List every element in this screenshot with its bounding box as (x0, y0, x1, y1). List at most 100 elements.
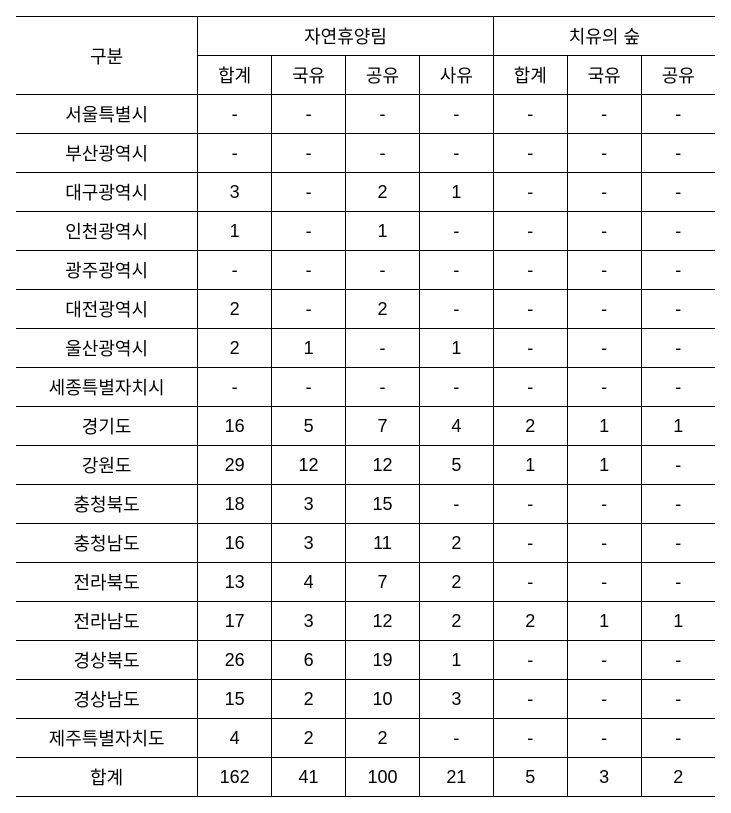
subheader-6: 공유 (641, 56, 715, 95)
subheader-3: 사유 (419, 56, 493, 95)
cell: 2 (198, 329, 272, 368)
cell: - (198, 134, 272, 173)
table-row: 충청북도18315---- (16, 485, 715, 524)
cell: - (198, 95, 272, 134)
cell: 12 (272, 446, 346, 485)
cell: 2 (493, 602, 567, 641)
cell: - (567, 641, 641, 680)
cell: - (346, 329, 420, 368)
cell: 1 (567, 446, 641, 485)
cell: - (198, 368, 272, 407)
cell: - (641, 641, 715, 680)
cell: 2 (641, 758, 715, 797)
cell: - (419, 290, 493, 329)
cell: - (272, 251, 346, 290)
row-label: 대전광역시 (16, 290, 198, 329)
cell: - (493, 563, 567, 602)
cell: - (641, 680, 715, 719)
cell: 4 (198, 719, 272, 758)
cell: - (641, 134, 715, 173)
cell: - (641, 173, 715, 212)
cell: 1 (567, 602, 641, 641)
cell: - (493, 641, 567, 680)
cell: - (567, 251, 641, 290)
cell: - (198, 251, 272, 290)
cell: 1 (419, 173, 493, 212)
cell: - (493, 290, 567, 329)
forest-types-table: 구분 자연휴양림 치유의 숲 합계 국유 공유 사유 합계 국유 공유 서울특별… (16, 16, 715, 797)
subheader-0: 합계 (198, 56, 272, 95)
cell: - (419, 719, 493, 758)
cell: - (567, 329, 641, 368)
cell: - (493, 368, 567, 407)
cell: - (272, 290, 346, 329)
cell: 2 (272, 680, 346, 719)
subheader-4: 합계 (493, 56, 567, 95)
cell: 1 (198, 212, 272, 251)
cell: 162 (198, 758, 272, 797)
cell: - (272, 212, 346, 251)
cell: - (641, 290, 715, 329)
cell: 5 (272, 407, 346, 446)
cell: 3 (419, 680, 493, 719)
cell: 3 (198, 173, 272, 212)
cell: - (493, 173, 567, 212)
cell: 3 (272, 524, 346, 563)
cell: - (493, 212, 567, 251)
header-group-2: 치유의 숲 (493, 17, 715, 56)
cell: 15 (346, 485, 420, 524)
table-row: 대전광역시2-2---- (16, 290, 715, 329)
cell: - (272, 173, 346, 212)
cell: 2 (198, 290, 272, 329)
cell: 2 (493, 407, 567, 446)
cell: - (567, 173, 641, 212)
cell: 100 (346, 758, 420, 797)
cell: - (346, 134, 420, 173)
cell: - (641, 524, 715, 563)
cell: 1 (419, 329, 493, 368)
cell: - (567, 524, 641, 563)
cell: 7 (346, 563, 420, 602)
table-row: 인천광역시1-1---- (16, 212, 715, 251)
subheader-2: 공유 (346, 56, 420, 95)
cell: 12 (346, 602, 420, 641)
cell: - (493, 719, 567, 758)
row-label: 강원도 (16, 446, 198, 485)
cell: 4 (419, 407, 493, 446)
cell: 1 (272, 329, 346, 368)
cell: - (272, 134, 346, 173)
cell: 41 (272, 758, 346, 797)
cell: - (346, 251, 420, 290)
cell: - (493, 485, 567, 524)
cell: - (419, 95, 493, 134)
cell: - (493, 524, 567, 563)
cell: - (567, 134, 641, 173)
cell: 2 (346, 173, 420, 212)
row-label: 경상북도 (16, 641, 198, 680)
table-row: 강원도291212511- (16, 446, 715, 485)
cell: - (641, 368, 715, 407)
row-label: 제주특별자치도 (16, 719, 198, 758)
row-label: 울산광역시 (16, 329, 198, 368)
cell: 2 (346, 290, 420, 329)
cell: 16 (198, 407, 272, 446)
cell: 1 (346, 212, 420, 251)
cell: 5 (493, 758, 567, 797)
table-row: 경기도16574211 (16, 407, 715, 446)
cell: - (641, 563, 715, 602)
table-row: 전라북도13472--- (16, 563, 715, 602)
cell: - (346, 95, 420, 134)
cell: - (419, 368, 493, 407)
cell: 1 (419, 641, 493, 680)
table-row: 대구광역시3-21--- (16, 173, 715, 212)
cell: 1 (567, 407, 641, 446)
cell: 7 (346, 407, 420, 446)
table-body: 서울특별시-------부산광역시-------대구광역시3-21---인천광역… (16, 95, 715, 797)
subheader-5: 국유 (567, 56, 641, 95)
cell: 15 (198, 680, 272, 719)
cell: 17 (198, 602, 272, 641)
table-row: 광주광역시------- (16, 251, 715, 290)
cell: - (419, 134, 493, 173)
row-label: 경기도 (16, 407, 198, 446)
cell: - (567, 290, 641, 329)
